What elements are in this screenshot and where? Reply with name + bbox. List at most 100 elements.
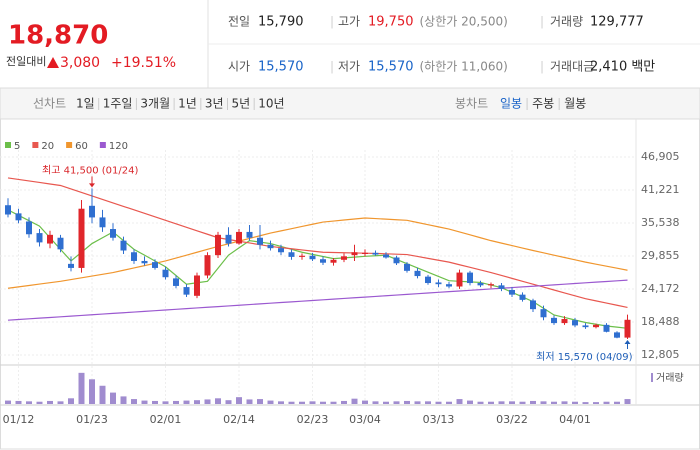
y-tick-label: 12,805 bbox=[641, 348, 680, 361]
tab[interactable]: 5년 bbox=[232, 97, 251, 111]
candle-body bbox=[393, 257, 400, 264]
volume-bar bbox=[509, 401, 515, 404]
candle-body bbox=[414, 270, 421, 277]
candle-body bbox=[330, 259, 337, 263]
ma-line bbox=[7, 177, 628, 309]
volume-bar bbox=[99, 385, 106, 404]
candle-body bbox=[603, 324, 610, 332]
candle-body bbox=[162, 269, 169, 278]
volume-bar bbox=[309, 401, 316, 404]
volume-bar bbox=[26, 401, 32, 404]
candle-body bbox=[372, 252, 379, 255]
change-label: 전일대비 bbox=[6, 54, 46, 68]
tab[interactable]: 3개월 bbox=[140, 97, 170, 111]
change: 3,080 bbox=[60, 55, 100, 71]
volume-bar bbox=[593, 402, 599, 404]
tab[interactable]: 10년 bbox=[258, 97, 284, 111]
candle-body bbox=[488, 284, 494, 286]
candle-body bbox=[267, 244, 274, 249]
volume-bar bbox=[467, 400, 473, 404]
legend-label: 5 bbox=[14, 141, 20, 152]
volume-bar bbox=[299, 401, 305, 404]
tab[interactable]: 1주일 bbox=[103, 97, 133, 111]
quote-value: 15,570 bbox=[258, 60, 304, 75]
quote-value: 19,750 bbox=[368, 15, 414, 30]
volume-bar bbox=[183, 400, 190, 404]
separators: | | | | bbox=[330, 15, 544, 74]
tab-group-label: 봉차트 bbox=[455, 97, 488, 111]
volume-bar bbox=[162, 401, 169, 404]
x-tick-label: 02/23 bbox=[297, 413, 329, 426]
tab[interactable]: 3년 bbox=[205, 97, 224, 111]
volume-bar bbox=[225, 400, 232, 404]
volume-bar bbox=[488, 401, 494, 404]
volume-bar bbox=[582, 402, 589, 404]
volume-bar bbox=[215, 398, 221, 404]
volume-bar bbox=[362, 400, 368, 404]
volume-bar bbox=[57, 401, 64, 404]
candle-body bbox=[236, 231, 242, 244]
price: 18,870 bbox=[8, 21, 108, 51]
candle-body bbox=[225, 234, 232, 244]
candle-body bbox=[425, 276, 431, 284]
volume-legend-swatch bbox=[651, 373, 653, 382]
candle-body bbox=[456, 272, 463, 287]
volume-bar bbox=[351, 398, 358, 404]
volume-bar bbox=[152, 400, 158, 404]
candle-body bbox=[551, 317, 557, 324]
candle-body bbox=[540, 309, 547, 318]
candle-body bbox=[131, 252, 137, 261]
volume-bar bbox=[330, 401, 337, 404]
legend-label: 20 bbox=[41, 141, 54, 152]
candle-body bbox=[57, 237, 64, 250]
volume-bar bbox=[78, 372, 85, 404]
candle-body bbox=[477, 283, 484, 286]
tab[interactable]: 1일 bbox=[76, 97, 95, 111]
volume-bar bbox=[110, 392, 116, 404]
tab[interactable]: 1년 bbox=[178, 97, 197, 111]
x-tick-label: 01/12 bbox=[3, 413, 35, 426]
tab[interactable]: 주봉 bbox=[532, 97, 554, 111]
candle-body bbox=[68, 263, 74, 268]
candle-body bbox=[383, 254, 389, 258]
tab[interactable]: 일봉 bbox=[500, 97, 522, 111]
change-rate: +19.51% bbox=[111, 55, 176, 71]
candle-body bbox=[572, 320, 578, 326]
ma-line bbox=[7, 217, 628, 289]
annotation-arrowhead bbox=[89, 183, 95, 188]
x-tick-label: 02/14 bbox=[223, 413, 255, 426]
quote-value: 15,570 bbox=[368, 60, 414, 75]
candle-body bbox=[341, 256, 347, 260]
separator: | bbox=[540, 60, 544, 74]
candle-body bbox=[215, 234, 221, 256]
quote-extra: (하한가 11,060) bbox=[420, 60, 508, 74]
tab[interactable]: 월봉 bbox=[564, 97, 586, 111]
candle-body bbox=[404, 263, 410, 271]
volume-bar bbox=[194, 400, 200, 404]
quote-label: 거래대금 bbox=[550, 60, 594, 74]
separator: | bbox=[330, 60, 334, 74]
annotation: 최고 41,500 (01/24) bbox=[42, 164, 138, 176]
candle-body bbox=[467, 272, 473, 284]
volume-bar bbox=[5, 400, 11, 404]
quote-label: 거래량 bbox=[550, 15, 583, 29]
volume-bar bbox=[456, 399, 463, 404]
x-tick-label: 03/22 bbox=[496, 413, 528, 426]
volume-bar bbox=[372, 401, 379, 404]
volume-bar bbox=[551, 401, 557, 404]
candle-body bbox=[152, 262, 158, 268]
candle-body bbox=[614, 332, 620, 338]
volume-bar bbox=[561, 401, 568, 404]
candle-body bbox=[5, 205, 11, 215]
candle-body bbox=[351, 252, 358, 256]
candle-body bbox=[288, 252, 295, 257]
candle-body bbox=[246, 231, 253, 238]
x-tick-label: 03/04 bbox=[349, 413, 381, 426]
candle-body bbox=[99, 217, 106, 228]
annotation: 최저 15,570 (04/09) bbox=[536, 351, 632, 363]
legend-swatch bbox=[5, 142, 11, 148]
volume-bar bbox=[624, 399, 631, 404]
legend-label: 120 bbox=[109, 141, 128, 152]
